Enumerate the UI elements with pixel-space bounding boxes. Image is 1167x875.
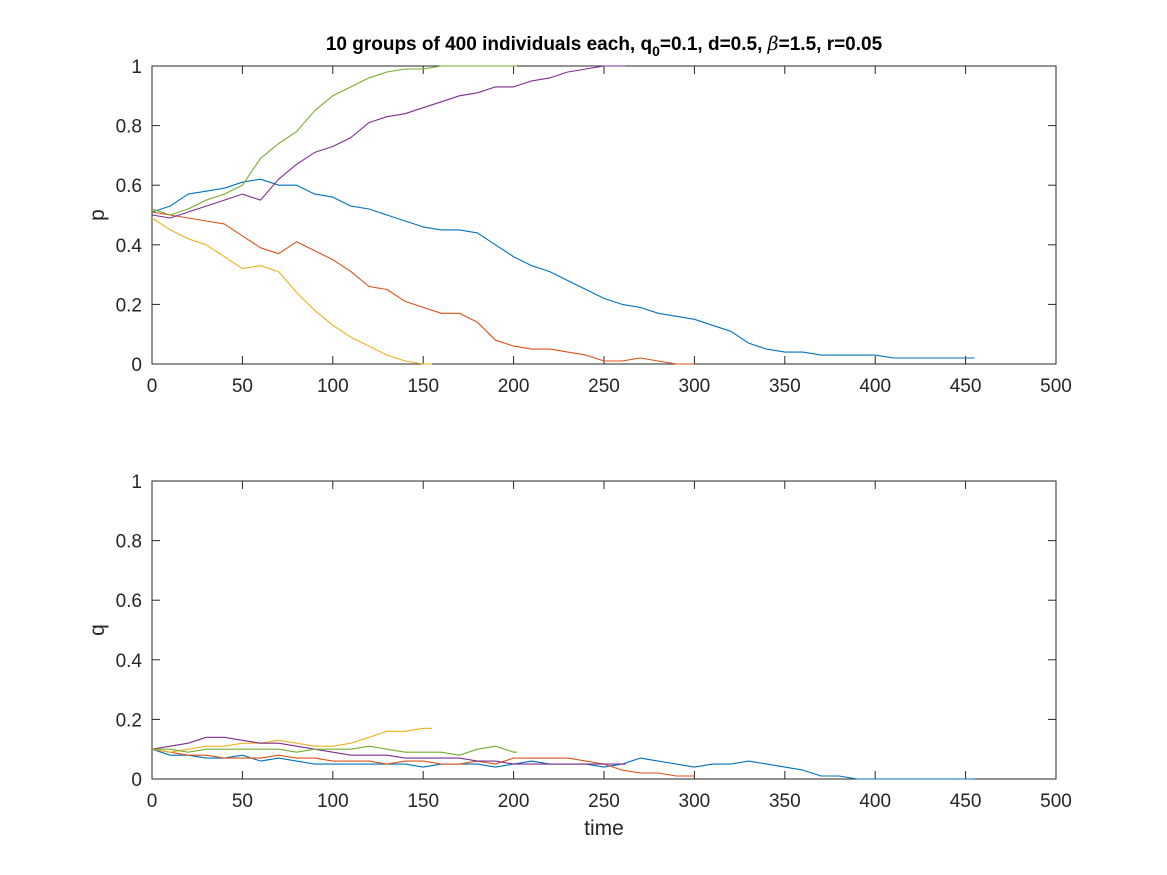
x-tick-label: 200 <box>498 791 530 812</box>
ticks-q: 0 50 100 150 200 250 300 350 400 450 500 0 0.2 0.4 0.6… <box>116 472 1072 812</box>
chart-title: 10 groups of 400 individuals each, q0=0.… <box>326 33 883 59</box>
x-axis-label-q: time <box>584 817 624 840</box>
series-line-1 <box>151 178 975 359</box>
x-tick-label: 400 <box>859 791 891 812</box>
plot-p: 0 50 100 150 200 250 300 350 400 450 500 0 0.2 0.4 0.6… <box>86 57 1072 397</box>
axes-box-q <box>151 480 1057 780</box>
y-tick-label: 0.4 <box>116 651 143 672</box>
y-tick-label: 0.8 <box>116 117 142 138</box>
x-tick-label: 350 <box>769 376 801 397</box>
y-tick-label: 0.2 <box>116 710 142 731</box>
x-tick-label: 100 <box>317 791 349 812</box>
series-line-3 <box>151 217 433 365</box>
y-tick-label: 0.4 <box>116 236 143 257</box>
series-line-4 <box>151 736 626 765</box>
x-tick-label: 100 <box>317 376 349 397</box>
series-line-5 <box>151 65 518 216</box>
title-prefix: 10 groups of 400 individuals each, q <box>326 34 652 55</box>
y-tick-label: 0.2 <box>116 295 142 316</box>
x-tick-label: 450 <box>950 376 982 397</box>
title-greek-symbol: β <box>767 33 779 55</box>
y-axis-label-q: q <box>86 624 109 636</box>
ticks-p: 0 50 100 150 200 250 300 350 400 450 500 0 0.2 0.4 0.6… <box>116 57 1072 397</box>
series-line-5 <box>152 745 518 756</box>
series-line-2 <box>151 211 695 365</box>
title-subscript: 0 <box>652 43 660 59</box>
y-tick-label: 1 <box>131 472 142 493</box>
series-line-3 <box>151 727 433 753</box>
x-tick-label: 350 <box>769 791 801 812</box>
series-group-q <box>151 727 975 780</box>
x-tick-label: 300 <box>679 376 711 397</box>
y-tick-label: 0.6 <box>116 176 142 197</box>
title-middle: =0.1, d=0.5, <box>660 34 768 55</box>
title-suffix: =1.5, r=0.05 <box>779 34 883 55</box>
x-tick-label: 400 <box>859 376 891 397</box>
x-tick-label: 50 <box>232 376 253 397</box>
y-tick-label: 0 <box>131 770 142 791</box>
y-axis-label-p: p <box>86 209 109 221</box>
x-tick-label: 150 <box>407 376 439 397</box>
x-tick-label: 250 <box>588 376 620 397</box>
axes-box-p <box>151 65 1057 365</box>
x-tick-label: 150 <box>407 791 439 812</box>
series-group-p <box>151 65 975 365</box>
x-tick-label: 450 <box>950 791 982 812</box>
x-tick-label: 300 <box>679 791 711 812</box>
y-tick-label: 0.8 <box>116 532 142 553</box>
series-line-4 <box>151 65 626 219</box>
x-tick-label: 200 <box>498 376 530 397</box>
x-tick-label: 500 <box>1040 791 1072 812</box>
x-tick-label: 500 <box>1040 376 1072 397</box>
x-tick-label: 0 <box>147 376 158 397</box>
x-tick-label: 0 <box>147 791 158 812</box>
y-tick-label: 0 <box>131 355 142 376</box>
y-tick-label: 1 <box>131 57 142 78</box>
x-tick-label: 250 <box>588 791 620 812</box>
y-tick-label: 0.6 <box>116 591 142 612</box>
x-tick-label: 50 <box>232 791 253 812</box>
plot-q: 0 50 100 150 200 250 300 350 400 450 500 0 0.2 0.4 0.6… <box>86 472 1072 840</box>
